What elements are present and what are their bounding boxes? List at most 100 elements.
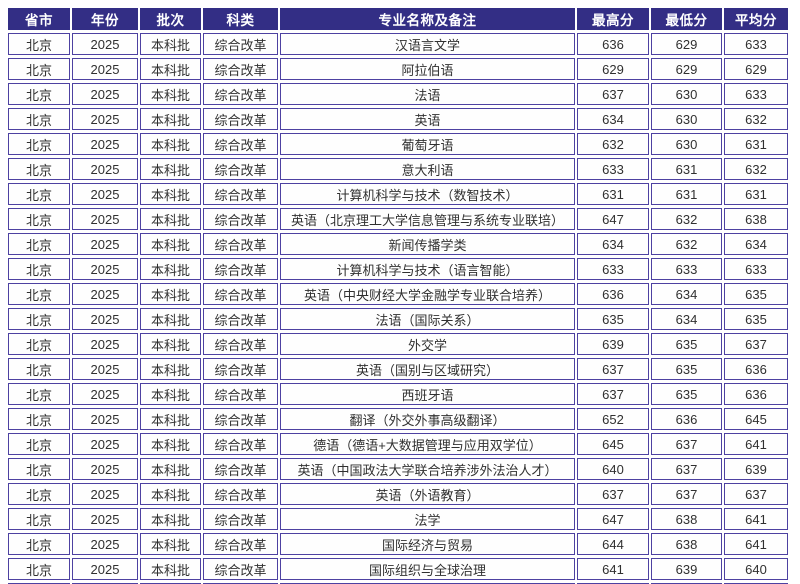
cell-min_score: 633 <box>651 258 722 280</box>
cell-batch: 本科批 <box>140 333 201 355</box>
table-row: 北京 2025 本科批 综合改革 英语 634 630 632 <box>8 108 788 130</box>
cell-province: 北京 <box>8 558 70 580</box>
cell-batch: 本科批 <box>140 433 201 455</box>
cell-avg_score: 636 <box>724 383 788 405</box>
table-row: 北京 2025 本科批 综合改革 德语（德语+大数据管理与应用双学位） 645 637 641 <box>8 433 788 455</box>
cell-major: 英语（外语教育） <box>280 483 575 505</box>
table-row: 北京 2025 本科批 综合改革 法语（国际关系） 635 634 635 <box>8 308 788 330</box>
cell-province: 北京 <box>8 408 70 430</box>
cell-max_score: 647 <box>577 208 649 230</box>
cell-min_score: 639 <box>651 558 722 580</box>
cell-year: 2025 <box>72 383 138 405</box>
cell-max_score: 637 <box>577 483 649 505</box>
cell-min_score: 632 <box>651 208 722 230</box>
cell-avg_score: 638 <box>724 208 788 230</box>
cell-avg_score: 633 <box>724 83 788 105</box>
cell-avg_score: 636 <box>724 358 788 380</box>
cell-avg_score: 641 <box>724 508 788 530</box>
table-header-row: 省市 年份 批次 科类 专业名称及备注 最高分 最低分 平均分 <box>8 8 788 30</box>
cell-min_score: 629 <box>651 33 722 55</box>
cell-min_score: 631 <box>651 158 722 180</box>
cell-province: 北京 <box>8 108 70 130</box>
cell-category: 综合改革 <box>203 558 278 580</box>
cell-min_score: 631 <box>651 183 722 205</box>
table-row: 北京 2025 本科批 综合改革 英语（北京理工大学信息管理与系统专业联培） 647 632… <box>8 208 788 230</box>
cell-max_score: 634 <box>577 233 649 255</box>
cell-category: 综合改革 <box>203 333 278 355</box>
cell-major: 英语 <box>280 108 575 130</box>
cell-avg_score: 634 <box>724 233 788 255</box>
cell-category: 综合改革 <box>203 533 278 555</box>
cell-province: 北京 <box>8 483 70 505</box>
cell-max_score: 652 <box>577 408 649 430</box>
table-row: 北京 2025 本科批 综合改革 汉语言文学 636 629 633 <box>8 33 788 55</box>
cell-min_score: 632 <box>651 233 722 255</box>
cell-max_score: 637 <box>577 83 649 105</box>
table-row: 北京 2025 本科批 综合改革 阿拉伯语 629 629 629 <box>8 58 788 80</box>
cell-max_score: 637 <box>577 383 649 405</box>
cell-max_score: 633 <box>577 258 649 280</box>
cell-major: 英语（中国政法大学联合培养涉外法治人才） <box>280 458 575 480</box>
cell-province: 北京 <box>8 233 70 255</box>
cell-major: 计算机科学与技术（语言智能） <box>280 258 575 280</box>
cell-batch: 本科批 <box>140 458 201 480</box>
cell-year: 2025 <box>72 208 138 230</box>
cell-year: 2025 <box>72 158 138 180</box>
cell-major: 外交学 <box>280 333 575 355</box>
cell-max_score: 634 <box>577 108 649 130</box>
cell-major: 英语（国别与区域研究） <box>280 358 575 380</box>
cell-batch: 本科批 <box>140 208 201 230</box>
cell-batch: 本科批 <box>140 483 201 505</box>
cell-year: 2025 <box>72 483 138 505</box>
column-header-avg_score: 平均分 <box>724 8 788 30</box>
cell-major: 新闻传播学类 <box>280 233 575 255</box>
cell-major: 意大利语 <box>280 158 575 180</box>
cell-major: 国际组织与全球治理 <box>280 558 575 580</box>
cell-category: 综合改革 <box>203 508 278 530</box>
column-header-max_score: 最高分 <box>577 8 649 30</box>
cell-province: 北京 <box>8 58 70 80</box>
cell-batch: 本科批 <box>140 408 201 430</box>
table-row: 北京 2025 本科批 综合改革 翻译（外交外事高级翻译） 652 636 645 <box>8 408 788 430</box>
table-row: 北京 2025 本科批 综合改革 法语 637 630 633 <box>8 83 788 105</box>
cell-avg_score: 632 <box>724 108 788 130</box>
table-row: 北京 2025 本科批 综合改革 英语（外语教育） 637 637 637 <box>8 483 788 505</box>
table-row: 北京 2025 本科批 综合改革 计算机科学与技术（语言智能） 633 633 633 <box>8 258 788 280</box>
cell-year: 2025 <box>72 508 138 530</box>
cell-min_score: 637 <box>651 433 722 455</box>
cell-avg_score: 641 <box>724 533 788 555</box>
cell-max_score: 631 <box>577 183 649 205</box>
cell-avg_score: 637 <box>724 333 788 355</box>
cell-category: 综合改革 <box>203 483 278 505</box>
cell-province: 北京 <box>8 283 70 305</box>
cell-min_score: 634 <box>651 283 722 305</box>
cell-year: 2025 <box>72 433 138 455</box>
cell-year: 2025 <box>72 133 138 155</box>
cell-min_score: 638 <box>651 508 722 530</box>
cell-year: 2025 <box>72 358 138 380</box>
cell-batch: 本科批 <box>140 383 201 405</box>
cell-major: 葡萄牙语 <box>280 133 575 155</box>
cell-province: 北京 <box>8 508 70 530</box>
cell-major: 西班牙语 <box>280 383 575 405</box>
cell-province: 北京 <box>8 383 70 405</box>
table-row: 北京 2025 本科批 综合改革 国际组织与全球治理 641 639 640 <box>8 558 788 580</box>
cell-avg_score: 635 <box>724 283 788 305</box>
cell-major: 翻译（外交外事高级翻译） <box>280 408 575 430</box>
cell-year: 2025 <box>72 33 138 55</box>
cell-min_score: 630 <box>651 108 722 130</box>
cell-avg_score: 639 <box>724 458 788 480</box>
cell-batch: 本科批 <box>140 358 201 380</box>
cell-category: 综合改革 <box>203 33 278 55</box>
cell-min_score: 635 <box>651 333 722 355</box>
cell-category: 综合改革 <box>203 308 278 330</box>
cell-min_score: 629 <box>651 58 722 80</box>
cell-major: 法语（国际关系） <box>280 308 575 330</box>
cell-category: 综合改革 <box>203 283 278 305</box>
cell-avg_score: 632 <box>724 158 788 180</box>
cell-major: 英语（中央财经大学金融学专业联合培养） <box>280 283 575 305</box>
cell-batch: 本科批 <box>140 58 201 80</box>
cell-major: 英语（北京理工大学信息管理与系统专业联培） <box>280 208 575 230</box>
cell-max_score: 629 <box>577 58 649 80</box>
cell-major: 计算机科学与技术（数智技术） <box>280 183 575 205</box>
